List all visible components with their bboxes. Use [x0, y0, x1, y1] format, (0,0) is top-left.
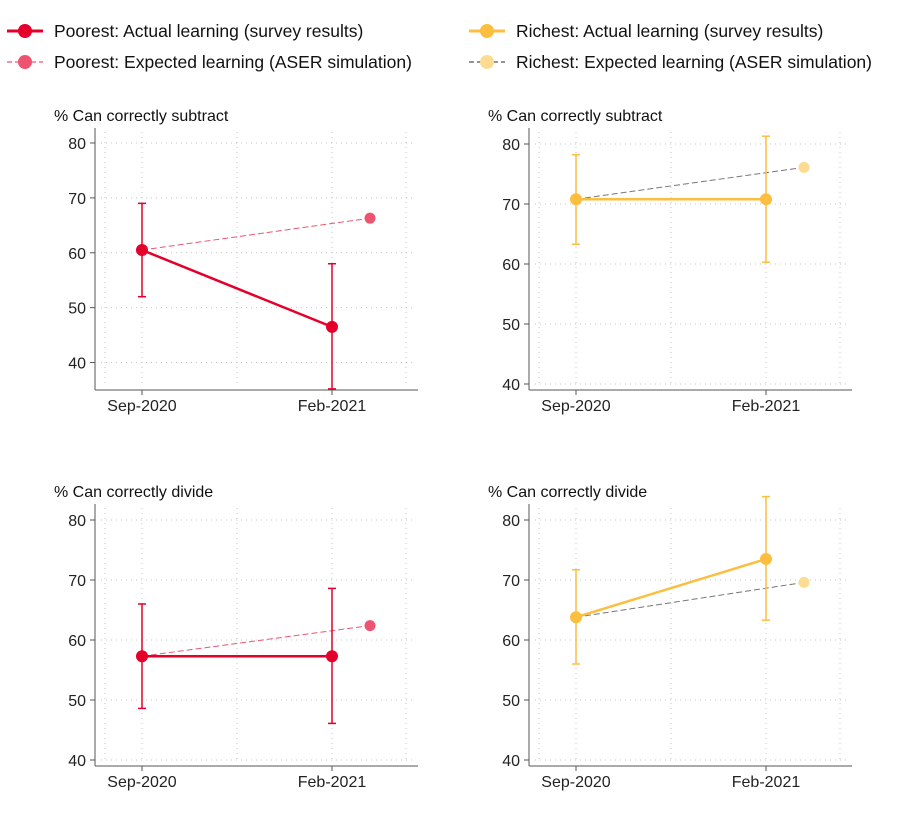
y-tick-label: 50 [502, 693, 520, 710]
legend-swatch-richest-actual [469, 24, 505, 38]
chart-plot: 40 50 60 70 80 Sep-2020 Feb-2021 [68, 128, 418, 415]
y-tick-label: 80 [502, 137, 520, 154]
legend-item-poorest-actual: Poorest: Actual learning (survey results… [6, 19, 363, 43]
legend-label-richest-actual: Richest: Actual learning (survey results… [516, 20, 824, 41]
expected-point [364, 212, 376, 224]
y-tick-label: 50 [68, 693, 86, 710]
expected-line [575, 166, 805, 200]
x-tick-label: Sep-2020 [107, 774, 176, 791]
chart-panel-richest-subtract: % Can correctly subtract 40 50 60 70 80 Sep-2… [434, 108, 854, 448]
y-tick-label: 80 [68, 136, 86, 153]
chart-panel-poorest-divide: % Can correctly divide 40 50 60 70 80 Sep-202… [0, 484, 420, 824]
legend-label-poorest-actual: Poorest: Actual learning (survey results… [54, 20, 364, 41]
y-tick-label: 60 [502, 257, 520, 274]
y-tick-label: 70 [502, 573, 520, 590]
chart-plot: 40 50 60 70 80 Sep-2020 Feb-2021 [502, 495, 852, 791]
y-tick-label: 70 [68, 573, 86, 590]
expected-line [575, 581, 805, 618]
legend-swatch-richest-expected [469, 55, 505, 69]
y-tick-label: 60 [68, 633, 86, 650]
legend-item-richest-actual: Richest: Actual learning (survey results… [468, 19, 823, 43]
chart-title: % Can correctly divide [54, 484, 214, 501]
actual-point [570, 611, 582, 624]
x-tick-label: Feb-2021 [298, 398, 367, 415]
legend-item-poorest-expected: Poorest: Expected learning (ASER simulat… [6, 50, 412, 74]
y-tick-label: 50 [502, 317, 520, 334]
chart-title: % Can correctly subtract [488, 108, 663, 125]
actual-point [136, 244, 148, 257]
y-tick-label: 40 [68, 753, 86, 770]
actual-point [760, 193, 772, 206]
actual-point [136, 650, 148, 663]
legend-swatch-poorest-actual [7, 24, 43, 38]
legend-label-poorest-expected: Poorest: Expected learning (ASER simulat… [54, 51, 412, 72]
chart-title: % Can correctly divide [488, 484, 648, 501]
y-tick-label: 80 [68, 513, 86, 530]
chart-title: % Can correctly subtract [54, 108, 229, 125]
expected-point [364, 620, 376, 632]
y-tick-label: 60 [68, 246, 86, 263]
x-tick-label: Sep-2020 [541, 398, 610, 415]
actual-point [570, 193, 582, 206]
actual-point [760, 553, 772, 565]
y-tick-label: 40 [68, 356, 86, 373]
actual-line [575, 557, 767, 619]
expected-point [798, 161, 810, 173]
chart-plot: 40 50 60 70 80 Sep-2020 Feb-2021 [502, 128, 852, 415]
x-tick-label: Feb-2021 [732, 398, 801, 415]
legend: Poorest: Actual learning (survey results… [0, 0, 905, 90]
expected-point [798, 576, 810, 588]
y-tick-label: 80 [502, 513, 520, 530]
x-tick-label: Feb-2021 [298, 774, 367, 791]
legend-swatch-poorest-expected [7, 55, 43, 69]
y-tick-label: 40 [502, 753, 520, 770]
legend-label-richest-expected: Richest: Expected learning (ASER simulat… [516, 51, 872, 72]
x-tick-label: Feb-2021 [732, 774, 801, 791]
legend-item-richest-expected: Richest: Expected learning (ASER simulat… [468, 50, 872, 74]
actual-point [326, 650, 338, 663]
y-tick-label: 70 [502, 197, 520, 214]
actual-point [326, 320, 338, 333]
y-tick-label: 70 [68, 191, 86, 208]
actual-line [141, 248, 333, 329]
y-tick-label: 50 [68, 301, 86, 318]
y-tick-label: 40 [502, 377, 520, 394]
expected-line [141, 217, 371, 251]
y-tick-label: 60 [502, 633, 520, 650]
x-tick-label: Sep-2020 [107, 398, 176, 415]
chart-panel-poorest-subtract: % Can correctly subtract 40 50 60 70 80 Sep-2… [0, 108, 420, 448]
chart-plot: 40 50 60 70 80 Sep-2020 Feb-2021 [68, 504, 418, 791]
chart-panel-richest-divide: % Can correctly divide 40 50 60 70 80 Sep-202… [434, 484, 854, 824]
x-tick-label: Sep-2020 [541, 774, 610, 791]
